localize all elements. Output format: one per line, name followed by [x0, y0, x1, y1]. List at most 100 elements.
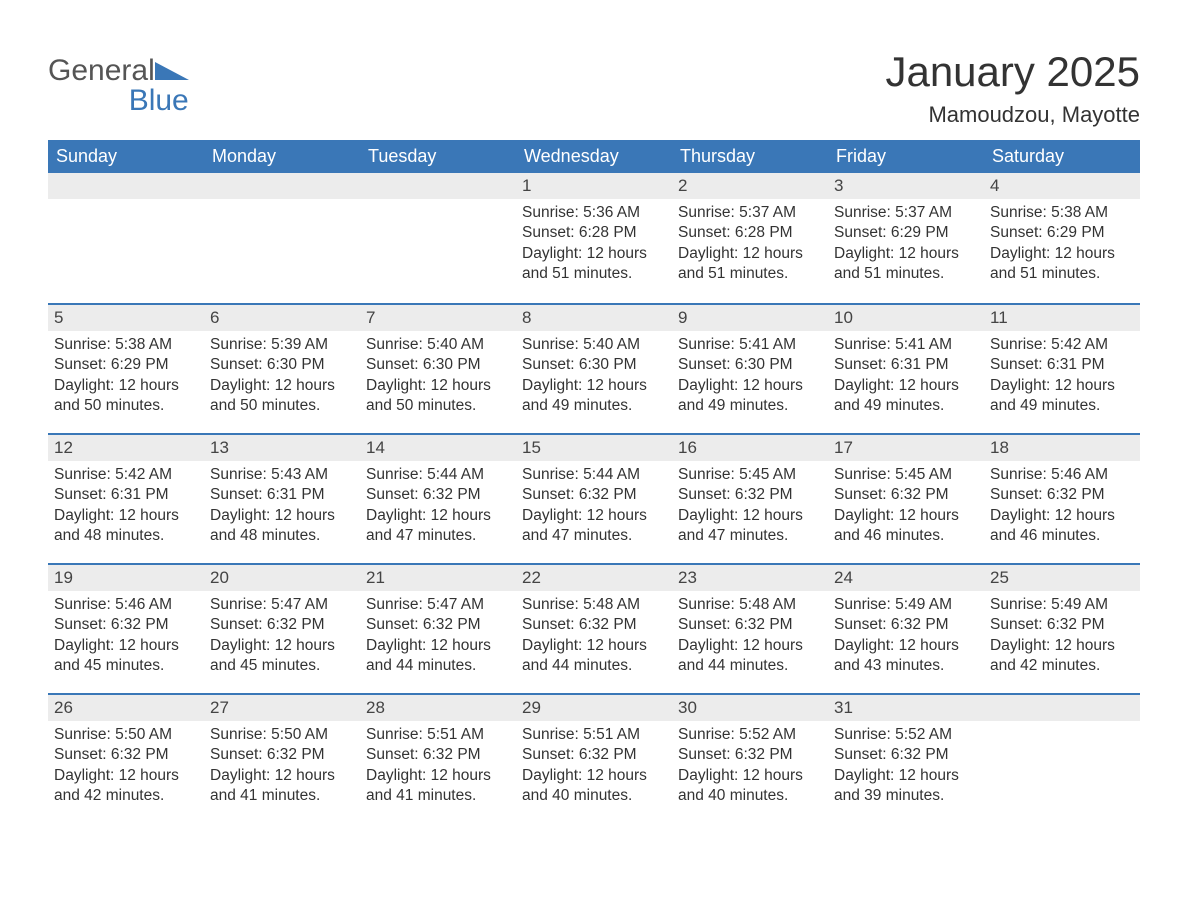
calendar-week-row: 12Sunrise: 5:42 AMSunset: 6:31 PMDayligh…	[48, 433, 1140, 563]
daylight-text: Daylight: 12 hours and 41 minutes.	[210, 766, 354, 807]
weekday-header: Friday	[828, 140, 984, 173]
sunset-text: Sunset: 6:31 PM	[990, 355, 1134, 375]
sunset-text: Sunset: 6:32 PM	[210, 745, 354, 765]
day-number: 6	[204, 303, 360, 331]
daylight-text: Daylight: 12 hours and 51 minutes.	[990, 244, 1134, 285]
daylight-text: Daylight: 12 hours and 42 minutes.	[990, 636, 1134, 677]
sunset-text: Sunset: 6:32 PM	[522, 485, 666, 505]
sunset-text: Sunset: 6:32 PM	[834, 615, 978, 635]
calendar-day-cell: 17Sunrise: 5:45 AMSunset: 6:32 PMDayligh…	[828, 433, 984, 563]
daylight-text: Daylight: 12 hours and 47 minutes.	[366, 506, 510, 547]
sunrise-text: Sunrise: 5:52 AM	[834, 725, 978, 745]
daylight-text: Daylight: 12 hours and 45 minutes.	[210, 636, 354, 677]
sunset-text: Sunset: 6:29 PM	[54, 355, 198, 375]
sunrise-text: Sunrise: 5:36 AM	[522, 203, 666, 223]
sunrise-text: Sunrise: 5:44 AM	[522, 465, 666, 485]
day-number	[984, 693, 1140, 721]
day-details: Sunrise: 5:47 AMSunset: 6:32 PMDaylight:…	[360, 591, 516, 687]
sunset-text: Sunset: 6:32 PM	[678, 615, 822, 635]
title-block: January 2025 Mamoudzou, Mayotte	[885, 48, 1140, 128]
calendar-week-row: 26Sunrise: 5:50 AMSunset: 6:32 PMDayligh…	[48, 693, 1140, 823]
calendar-day-cell: 18Sunrise: 5:46 AMSunset: 6:32 PMDayligh…	[984, 433, 1140, 563]
weekday-header: Sunday	[48, 140, 204, 173]
sunrise-text: Sunrise: 5:47 AM	[210, 595, 354, 615]
day-details: Sunrise: 5:40 AMSunset: 6:30 PMDaylight:…	[360, 331, 516, 427]
day-number: 15	[516, 433, 672, 461]
sunrise-text: Sunrise: 5:47 AM	[366, 595, 510, 615]
calendar-day-cell: 16Sunrise: 5:45 AMSunset: 6:32 PMDayligh…	[672, 433, 828, 563]
day-number: 10	[828, 303, 984, 331]
day-number: 17	[828, 433, 984, 461]
weekday-header: Monday	[204, 140, 360, 173]
day-details: Sunrise: 5:40 AMSunset: 6:30 PMDaylight:…	[516, 331, 672, 427]
calendar-day-cell: 27Sunrise: 5:50 AMSunset: 6:32 PMDayligh…	[204, 693, 360, 823]
day-number: 11	[984, 303, 1140, 331]
calendar-day-cell: 19Sunrise: 5:46 AMSunset: 6:32 PMDayligh…	[48, 563, 204, 693]
calendar-day-cell: 7Sunrise: 5:40 AMSunset: 6:30 PMDaylight…	[360, 303, 516, 433]
day-number: 18	[984, 433, 1140, 461]
day-number: 8	[516, 303, 672, 331]
day-number: 26	[48, 693, 204, 721]
daylight-text: Daylight: 12 hours and 46 minutes.	[990, 506, 1134, 547]
sunset-text: Sunset: 6:30 PM	[366, 355, 510, 375]
daylight-text: Daylight: 12 hours and 44 minutes.	[366, 636, 510, 677]
sunrise-text: Sunrise: 5:51 AM	[366, 725, 510, 745]
day-details: Sunrise: 5:50 AMSunset: 6:32 PMDaylight:…	[48, 721, 204, 817]
day-details: Sunrise: 5:46 AMSunset: 6:32 PMDaylight:…	[984, 461, 1140, 557]
calendar-day-cell: 2Sunrise: 5:37 AMSunset: 6:28 PMDaylight…	[672, 173, 828, 303]
day-details: Sunrise: 5:47 AMSunset: 6:32 PMDaylight:…	[204, 591, 360, 687]
day-details: Sunrise: 5:51 AMSunset: 6:32 PMDaylight:…	[516, 721, 672, 817]
sunrise-text: Sunrise: 5:49 AM	[990, 595, 1134, 615]
month-title: January 2025	[885, 48, 1140, 96]
day-details: Sunrise: 5:42 AMSunset: 6:31 PMDaylight:…	[48, 461, 204, 557]
sunset-text: Sunset: 6:31 PM	[54, 485, 198, 505]
daylight-text: Daylight: 12 hours and 40 minutes.	[678, 766, 822, 807]
day-number: 9	[672, 303, 828, 331]
day-number: 29	[516, 693, 672, 721]
day-number: 3	[828, 173, 984, 199]
day-details: Sunrise: 5:41 AMSunset: 6:30 PMDaylight:…	[672, 331, 828, 427]
day-details: Sunrise: 5:43 AMSunset: 6:31 PMDaylight:…	[204, 461, 360, 557]
location-label: Mamoudzou, Mayotte	[885, 102, 1140, 128]
calendar-day-cell	[204, 173, 360, 303]
brand-logo: General Blue	[48, 48, 189, 116]
calendar-day-cell: 10Sunrise: 5:41 AMSunset: 6:31 PMDayligh…	[828, 303, 984, 433]
sunrise-text: Sunrise: 5:42 AM	[990, 335, 1134, 355]
calendar-day-cell: 23 Sunrise: 5:48 AMSunset: 6:32 PMDayligh…	[672, 563, 828, 693]
calendar-day-cell: 4Sunrise: 5:38 AMSunset: 6:29 PMDaylight…	[984, 173, 1140, 303]
calendar-day-cell: 26Sunrise: 5:50 AMSunset: 6:32 PMDayligh…	[48, 693, 204, 823]
day-details: Sunrise: 5:44 AMSunset: 6:32 PMDaylight:…	[516, 461, 672, 557]
sunset-text: Sunset: 6:30 PM	[210, 355, 354, 375]
calendar-day-cell: 22Sunrise: 5:48 AMSunset: 6:32 PMDayligh…	[516, 563, 672, 693]
day-details: Sunrise: 5:41 AMSunset: 6:31 PMDaylight:…	[828, 331, 984, 427]
weekday-header: Tuesday	[360, 140, 516, 173]
sunrise-text: Sunrise: 5:43 AM	[210, 465, 354, 485]
daylight-text: Daylight: 12 hours and 44 minutes.	[522, 636, 666, 677]
calendar-day-cell	[984, 693, 1140, 823]
day-details: Sunrise: 5:46 AMSunset: 6:32 PMDaylight:…	[48, 591, 204, 687]
calendar-day-cell: 5Sunrise: 5:38 AMSunset: 6:29 PMDaylight…	[48, 303, 204, 433]
day-number: 20	[204, 563, 360, 591]
sunset-text: Sunset: 6:32 PM	[210, 615, 354, 635]
day-number: 7	[360, 303, 516, 331]
daylight-text: Daylight: 12 hours and 42 minutes.	[54, 766, 198, 807]
daylight-text: Daylight: 12 hours and 51 minutes.	[522, 244, 666, 285]
day-details: Sunrise: 5:37 AMSunset: 6:28 PMDaylight:…	[672, 199, 828, 295]
sunrise-text: Sunrise: 5:39 AM	[210, 335, 354, 355]
sunset-text: Sunset: 6:31 PM	[210, 485, 354, 505]
daylight-text: Daylight: 12 hours and 44 minutes.	[678, 636, 822, 677]
day-number: 28	[360, 693, 516, 721]
daylight-text: Daylight: 12 hours and 49 minutes.	[678, 376, 822, 417]
sunrise-text: Sunrise: 5:48 AM	[678, 595, 822, 615]
sunset-text: Sunset: 6:32 PM	[990, 485, 1134, 505]
daylight-text: Daylight: 12 hours and 47 minutes.	[678, 506, 822, 547]
daylight-text: Daylight: 12 hours and 47 minutes.	[522, 506, 666, 547]
calendar-day-cell: 11Sunrise: 5:42 AMSunset: 6:31 PMDayligh…	[984, 303, 1140, 433]
sunset-text: Sunset: 6:32 PM	[834, 745, 978, 765]
day-number: 12	[48, 433, 204, 461]
day-number: 23	[672, 563, 828, 591]
day-number: 4	[984, 173, 1140, 199]
sunset-text: Sunset: 6:32 PM	[366, 615, 510, 635]
sunset-text: Sunset: 6:29 PM	[834, 223, 978, 243]
header-block: General Blue January 2025 Mamoudzou, May…	[48, 48, 1140, 128]
